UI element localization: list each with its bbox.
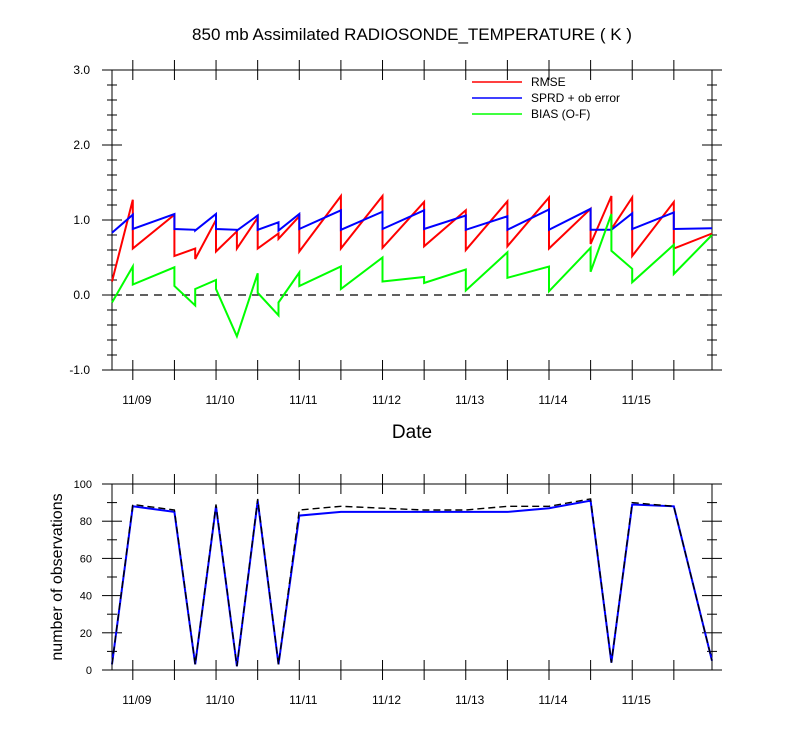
spread-series-line [111,207,713,234]
legend-label: BIAS (O-F) [531,107,590,121]
legend-label: RMSE [531,75,566,89]
x-axis-label: Date [392,422,432,443]
rmse-series-line [111,192,713,282]
y-tick-label: 100 [74,479,92,491]
x-tick-label: 11/10 [205,393,234,407]
x-tick-label: 11/13 [455,693,484,707]
y-tick-label: 20 [80,628,92,640]
x-tick-label: 11/13 [455,393,484,407]
y-tick-label: 1.0 [73,213,90,227]
x-tick-label: 11/15 [622,393,651,407]
observations-possible-line [111,498,713,667]
x-tick-label: 11/14 [538,393,567,407]
x-tick-label: 11/09 [122,693,151,707]
y-axis-label-observations: number of observations [49,493,66,660]
y-tick-label: 0.0 [73,288,90,302]
y-tick-label: 3.0 [73,63,90,77]
x-tick-label: 11/11 [289,693,318,707]
x-tick-label: 11/12 [372,393,401,407]
legend-label: SPRD + ob error [531,91,620,105]
x-tick-label: 11/10 [205,693,234,707]
y-tick-label: 40 [80,591,92,603]
plot-layer: -1.0 0.0 1.0 2.0 3.0 11/09 11/10 11/11 11/12 11/1… [69,60,722,707]
y-tick-label: -1.0 [69,363,90,377]
x-tick-label: 11/11 [289,393,318,407]
statistics-panel: -1.0 0.0 1.0 2.0 3.0 11/09 11/10 11/11 11/12 11/1… [69,60,722,407]
y-tick-label: 80 [80,516,92,528]
chart-title: 850 mb Assimilated RADIOSONDE_TEMPERATUR… [192,25,632,44]
chart-legend: RMSE SPRD + ob error BIAS (O-F) [472,75,620,121]
y-tick-label: 2.0 [73,138,90,152]
observation-count-panel: 0 20 40 60 80 100 11/09 11/10 11/11 11/12 11/13 11/… [74,474,722,707]
y-tick-label: 60 [80,553,92,565]
plot-frame [111,69,713,371]
x-tick-label: 11/12 [372,693,401,707]
bias-series-line [111,213,713,340]
x-tick-label: 11/15 [622,693,651,707]
x-tick-label: 11/09 [122,393,151,407]
x-tick-label: 11/14 [538,693,567,707]
y-tick-label: 0 [86,665,92,677]
